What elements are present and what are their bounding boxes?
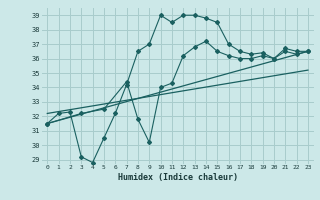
X-axis label: Humidex (Indice chaleur): Humidex (Indice chaleur) [118,173,237,182]
